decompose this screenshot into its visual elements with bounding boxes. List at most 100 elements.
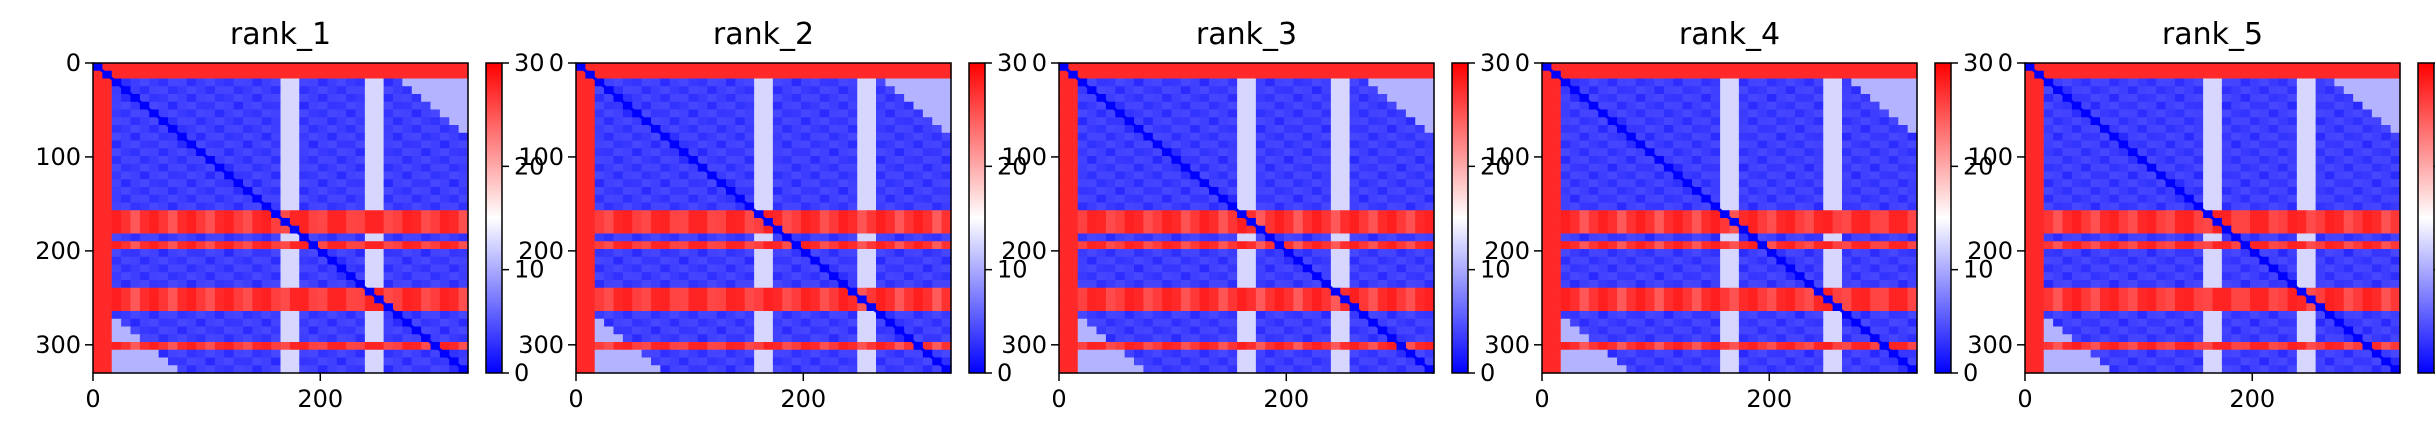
heatmap-cell — [585, 101, 596, 111]
heatmap-cell — [149, 163, 160, 173]
heatmap-cell — [1265, 349, 1276, 359]
heatmap-cell — [224, 272, 235, 281]
heatmap-cell — [1368, 365, 1379, 374]
heatmap-cell — [866, 287, 877, 297]
heatmap-cell — [158, 225, 169, 235]
heatmap-cell — [1152, 132, 1163, 142]
heatmap-cell — [932, 311, 943, 320]
heatmap-cell — [1134, 357, 1144, 366]
heatmap-cell — [1218, 357, 1229, 366]
heatmap-cell — [196, 249, 207, 258]
heatmap-cell — [744, 303, 755, 312]
heatmap-cell — [726, 63, 736, 72]
heatmap-cell — [430, 334, 441, 343]
heatmap-cell — [1190, 140, 1201, 149]
heatmap-cell — [922, 326, 933, 335]
heatmap-cell — [1115, 202, 1126, 211]
heatmap-cell — [439, 94, 450, 103]
heatmap-cell — [1096, 179, 1107, 188]
heatmap-cell — [1096, 264, 1107, 273]
heatmap-cell — [1302, 357, 1313, 366]
heatmap-cell — [1237, 109, 1248, 118]
heatmap-cell — [613, 70, 624, 80]
heatmap-cell — [1340, 101, 1351, 111]
heatmap-cell — [904, 202, 915, 211]
heatmap-cell — [1180, 349, 1191, 359]
heatmap-cell — [421, 163, 432, 173]
heatmap-cell — [576, 218, 586, 227]
heatmap-cell — [679, 318, 690, 328]
heatmap-cell — [1199, 264, 1210, 273]
heatmap-cell — [1227, 241, 1238, 250]
heatmap-cell — [941, 156, 952, 165]
heatmap-cell — [857, 125, 868, 134]
heatmap-cell — [1068, 272, 1079, 281]
heatmap-cell — [1368, 194, 1379, 204]
heatmap-cell — [1068, 249, 1079, 258]
heatmap-cell — [1105, 125, 1116, 134]
heatmap-cell — [1124, 163, 1135, 173]
heatmap-cell — [186, 132, 197, 142]
heatmap-cell — [430, 125, 441, 134]
heatmap-cell — [139, 70, 150, 80]
heatmap-cell — [1124, 256, 1135, 266]
heatmap-cell — [111, 249, 122, 258]
heatmap-cell — [604, 117, 615, 126]
heatmap-cell — [1396, 280, 1407, 289]
heatmap-cell — [1312, 280, 1323, 289]
heatmap-cell — [1190, 86, 1201, 95]
heatmap-cell — [252, 210, 263, 219]
heatmap-cell — [754, 179, 765, 188]
heatmap-cell — [1424, 78, 1435, 87]
heatmap-cell — [913, 365, 924, 374]
heatmap-cell — [411, 94, 422, 103]
heatmap-cell — [782, 179, 793, 188]
heatmap-cell — [374, 194, 385, 204]
heatmap-cell — [186, 272, 197, 281]
heatmap-cell — [688, 349, 699, 359]
heatmap-cell — [829, 365, 840, 374]
heatmap-cell — [894, 218, 905, 227]
heatmap-cell — [866, 187, 877, 196]
heatmap-cell — [205, 225, 216, 235]
heatmap-cell — [913, 109, 924, 118]
heatmap-cell — [801, 256, 811, 266]
heatmap-cell — [894, 225, 905, 235]
heatmap-cell — [1255, 303, 1266, 312]
heatmap-cell — [289, 86, 300, 95]
heatmap-cell — [922, 78, 933, 87]
heatmap-cell — [772, 256, 783, 266]
heatmap-cell — [1218, 249, 1229, 258]
heatmap-cell — [1330, 342, 1341, 351]
heatmap-cell — [289, 264, 300, 273]
heatmap-cell — [111, 101, 122, 111]
heatmap-cell — [1274, 140, 1285, 149]
heatmap-cell — [130, 109, 141, 118]
heatmap-cell — [669, 311, 680, 320]
heatmap-cell — [1368, 311, 1379, 320]
heatmap-cell — [243, 179, 253, 188]
heatmap-cell — [1598, 63, 1609, 72]
heatmap-cell — [243, 233, 253, 242]
heatmap-cell — [632, 218, 643, 227]
heatmap-cell — [233, 132, 244, 142]
heatmap-cell — [1209, 218, 1219, 227]
heatmap-cell — [411, 63, 422, 72]
heatmap-cell — [1124, 233, 1135, 242]
heatmap-cell — [1302, 225, 1313, 235]
heatmap-cell — [224, 287, 235, 297]
heatmap-cell — [458, 272, 469, 281]
heatmap-cell — [1237, 295, 1248, 304]
heatmap-cell — [402, 117, 413, 126]
heatmap-cell — [594, 349, 605, 359]
heatmap-cell — [726, 349, 736, 359]
heatmap-cell — [847, 318, 858, 328]
heatmap-cell — [1096, 163, 1107, 173]
heatmap-cell — [336, 210, 347, 219]
heatmap-cell — [688, 264, 699, 273]
heatmap-cell — [327, 163, 338, 173]
heatmap-cell — [576, 86, 586, 95]
heatmap-cell — [158, 94, 169, 103]
heatmap-cell — [111, 349, 122, 359]
heatmap-cell — [439, 125, 450, 134]
